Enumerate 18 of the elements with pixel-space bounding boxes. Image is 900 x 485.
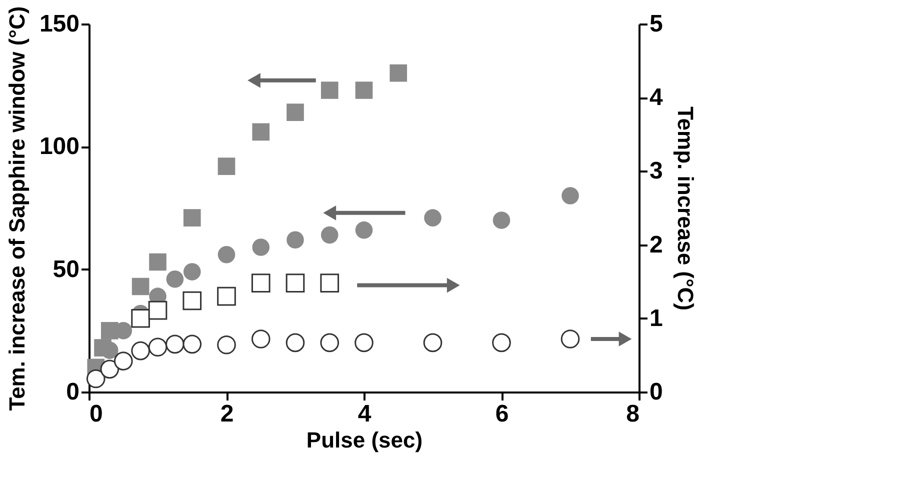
- x-axis-title: Pulse (sec): [306, 428, 423, 452]
- y-axis-title: Tem. increase of Sapphire window (°C): [4, 6, 30, 411]
- y2-axis-title: Temp. increase (°C): [672, 106, 698, 311]
- x-tick-label: 8: [626, 400, 640, 428]
- y-tick-label: 100: [39, 133, 80, 160]
- x-tick-label: 6: [495, 400, 509, 428]
- y2-tick-label: 2: [650, 231, 663, 258]
- x-tick-label: 2: [220, 400, 234, 428]
- y-tick-label: 0: [66, 378, 80, 406]
- x-tick-label: 0: [90, 400, 103, 428]
- y2-tick-label: 4: [650, 84, 664, 112]
- x-tick-label: 4: [358, 400, 372, 428]
- y-tick-label: 50: [52, 256, 80, 283]
- y2-tick-label: 0: [650, 378, 663, 406]
- y2-tick-label: 1: [650, 304, 663, 332]
- y-tick-label: 150: [39, 10, 80, 38]
- y2-tick-label: 5: [650, 10, 663, 38]
- y2-tick-label: 3: [650, 158, 663, 185]
